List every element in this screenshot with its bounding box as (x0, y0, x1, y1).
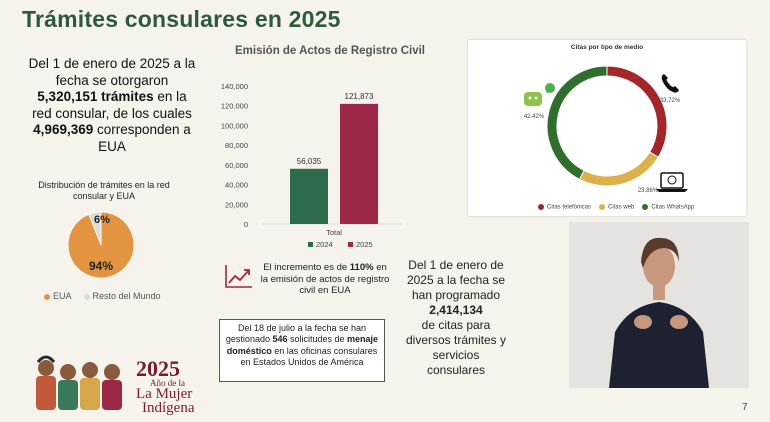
page-number: 7 (742, 402, 748, 413)
donut-panel: 33.72% 23.86% 42.42% Citas por tipo de med… (468, 40, 746, 216)
donut-chart-title: Citas por tipo de medio (570, 44, 644, 51)
bar-2025 (340, 103, 378, 224)
donut-chart: 33.72% 23.86% 42.42% (524, 65, 688, 194)
bar-legend-label-2025: 2025 (356, 240, 373, 249)
trend-up-icon (225, 265, 252, 288)
pie-legend: EUA Resto del Mundo (44, 291, 161, 301)
sign-language-video (569, 222, 749, 388)
footer-sub3: Indígena (142, 400, 195, 416)
citas-summary: Del 1 de enero de 2025 a la fecha se han… (405, 258, 507, 377)
bar-y-tick: 80,000 (225, 141, 248, 150)
page-title: Trámites consulares en 2025 (22, 6, 341, 32)
donut-label-wa: 42.42% (524, 114, 545, 120)
whatsapp-icon (545, 83, 555, 93)
bar-y-tick: 0 (244, 220, 248, 229)
donut-legend-web: Citas web (599, 204, 634, 211)
phone-icon (661, 74, 679, 93)
bar-y-tick: 20,000 (225, 200, 248, 209)
bar-y-tick: 120,000 (221, 102, 248, 111)
pie-chart: 94% 6% (67, 211, 135, 279)
pie-chart-title: Distribución de trámites en la red consu… (38, 180, 170, 201)
pie-slice-rest (88, 211, 102, 246)
bar-legend-swatch-2024 (308, 242, 313, 247)
bar-note: El incremento es de 110% en la emisión d… (260, 262, 390, 296)
pie-label-eua: 94% (89, 259, 113, 273)
bar-category-label: Total (326, 228, 342, 237)
chatbot-icon (524, 92, 542, 106)
intro-number1: 5,320,151 trámites (37, 89, 154, 104)
footer-sub2: La Mujer (136, 386, 193, 402)
intro-number2: 4,969,369 (33, 122, 94, 137)
donut-label-tel: 33.72% (660, 98, 681, 104)
donut-legend: Citas telefónicas Citas web Citas WhatsA… (538, 204, 694, 211)
laptop-icon (656, 172, 688, 192)
bar-2024 (290, 168, 328, 224)
intro-line1: Del 1 de enero de 2025 a la fecha se oto… (28, 56, 196, 88)
donut-slice-wa (546, 65, 608, 180)
bar-chart-title: Emisión de Actos de Registro Civil (234, 45, 425, 57)
bar-value-label-2025: 121,873 (345, 92, 374, 101)
pie-label-rest: 6% (94, 214, 110, 226)
interpreter-figure (569, 222, 749, 388)
citas-number: 2,414,134 (429, 303, 483, 317)
intro-line2: en la red consular, de los cuales (32, 89, 192, 121)
women-illustration (36, 355, 122, 410)
pie-legend-rest: Resto del Mundo (83, 291, 161, 301)
footer-sub1: Año de la (150, 378, 185, 388)
donut-legend-tel: Citas telefónicas (538, 204, 591, 211)
bar-y-tick: 100,000 (221, 121, 248, 130)
footer-year: 2025 (136, 356, 180, 381)
bar-y-tick: 40,000 (225, 181, 248, 190)
bar-y-tick: 60,000 (225, 161, 248, 170)
pie-legend-eua: EUA (44, 291, 72, 301)
donut-label-web: 23.86% (638, 188, 659, 194)
bar-legend-swatch-2025 (348, 242, 353, 247)
donut-slice-tel (606, 65, 668, 158)
bar-legend-label-2024: 2024 (316, 240, 333, 249)
donut-slice-web (578, 151, 659, 187)
menaje-note: Del 18 de julio a la fecha se han gestio… (219, 319, 385, 382)
donut-legend-wa: Citas WhatsApp (642, 204, 694, 211)
intro-line3: corresponden a EUA (97, 122, 191, 154)
bar-value-label-2024: 56,035 (297, 157, 322, 166)
bar-chart: 0 20,000 40,000 60,000 80,000 100,000 120,000 1… (221, 82, 402, 249)
bar-y-tick: 140,000 (221, 82, 248, 91)
intro-text: Del 1 de enero de 2025 a la fecha se oto… (26, 56, 198, 155)
